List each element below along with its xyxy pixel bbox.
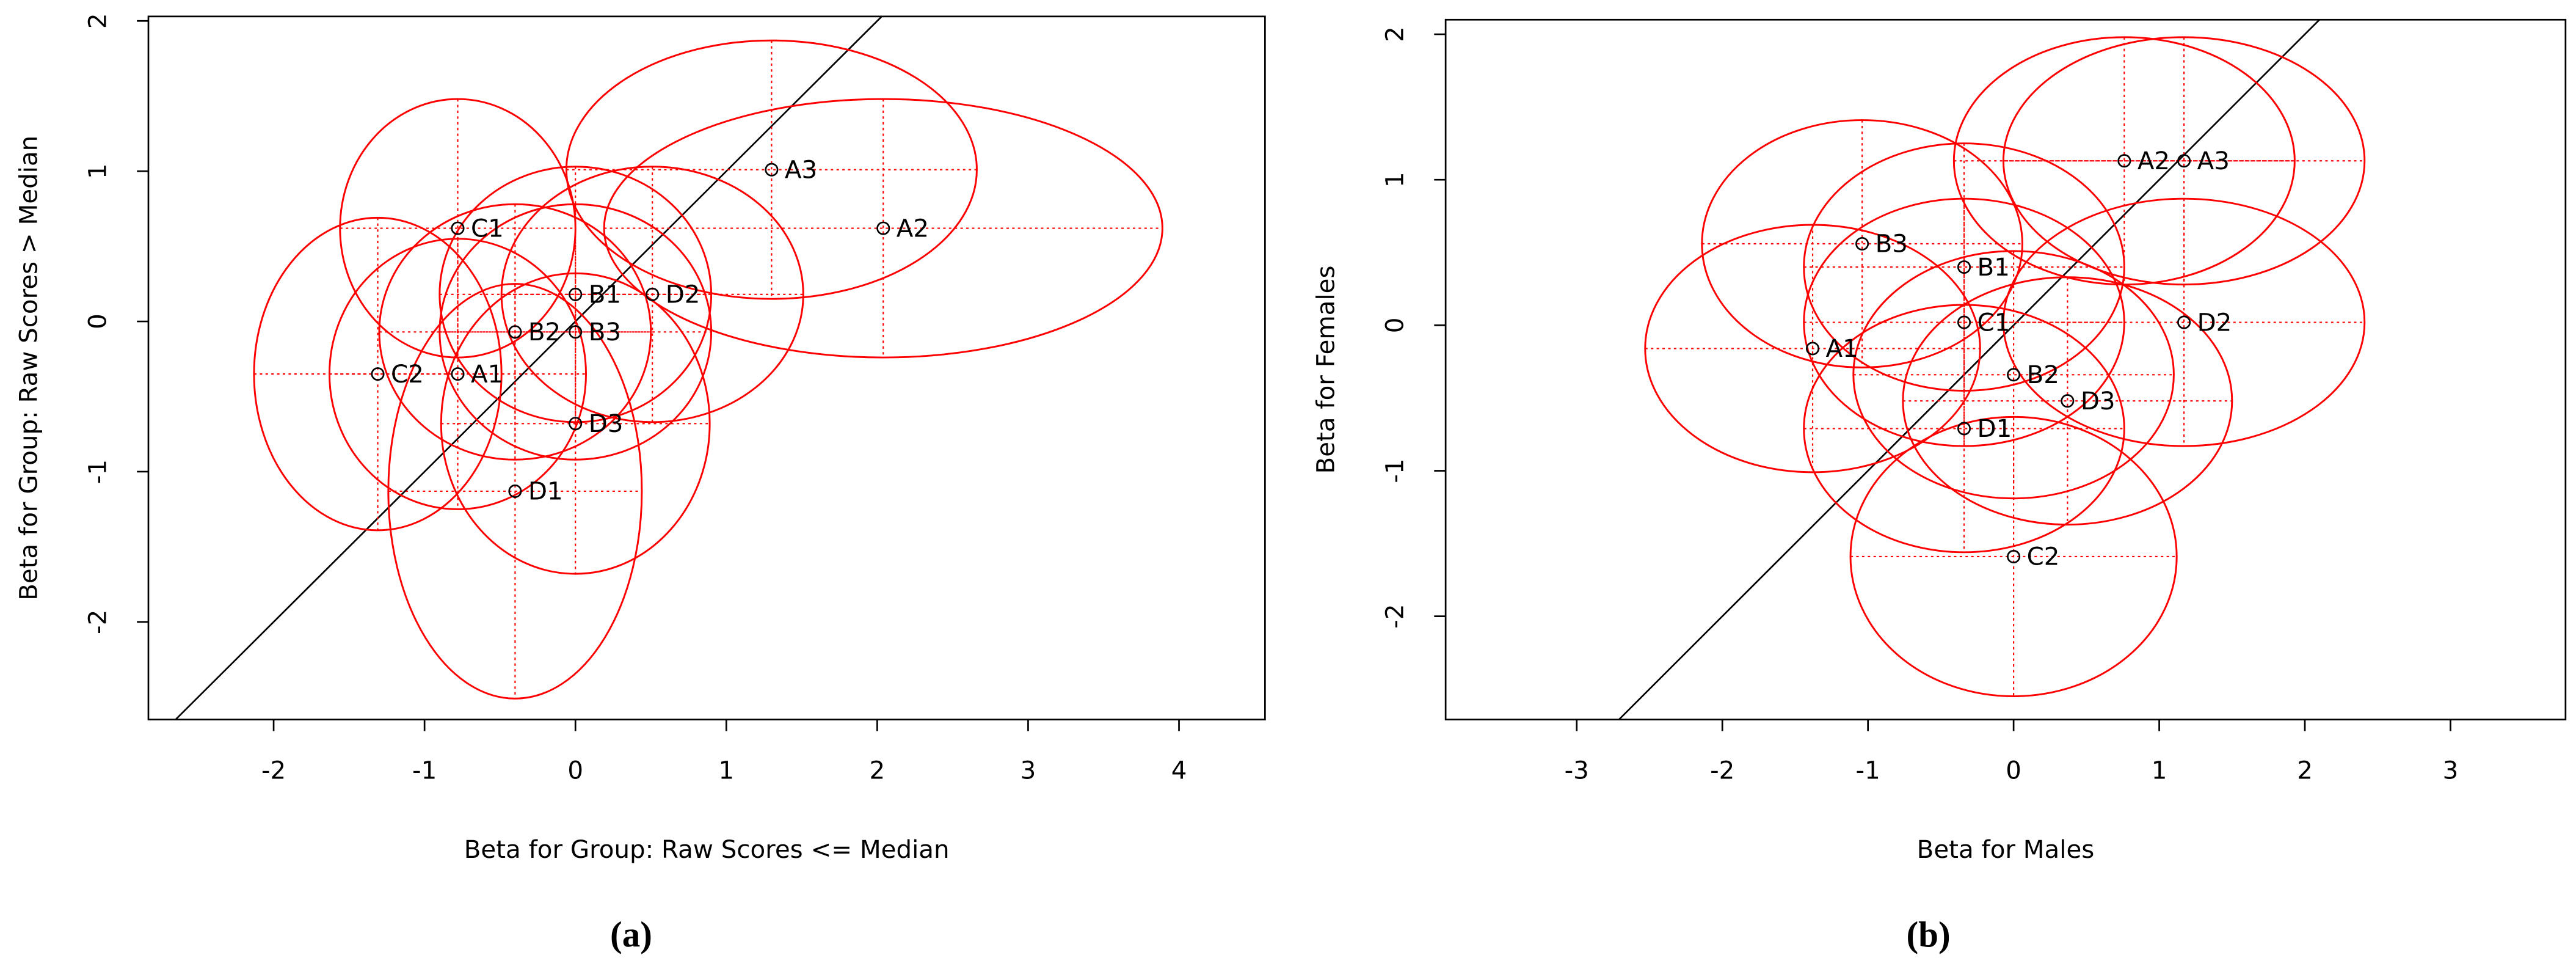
confidence-ellipse — [2002, 36, 2366, 286]
point — [1806, 342, 1820, 356]
point — [765, 163, 779, 177]
y-tick-label: -1 — [83, 459, 112, 484]
y-tick-label: -2 — [83, 610, 112, 634]
x-tick-label: 1 — [2152, 756, 2167, 785]
point-label: B1 — [1977, 253, 2010, 282]
point-label: B1 — [589, 280, 621, 309]
point-label: A1 — [471, 360, 503, 389]
point-label: C2 — [391, 360, 424, 389]
point — [1957, 315, 1971, 329]
x-tick-label: 2 — [2297, 756, 2313, 785]
y-tick-label: -2 — [1380, 604, 1409, 629]
point — [2177, 315, 2191, 329]
point-label: B3 — [1876, 230, 1908, 258]
point — [876, 221, 890, 235]
y-axis-label: Beta for Group: Raw Scores > Median — [14, 136, 43, 601]
point — [2061, 394, 2075, 408]
y-tick-label: 2 — [1380, 26, 1409, 42]
x-axis-label: Beta for Group: Raw Scores <= Median — [464, 835, 950, 864]
caption: (a) — [610, 914, 652, 954]
caption: (b) — [1906, 914, 1950, 954]
point — [451, 221, 465, 235]
x-tick-label: 0 — [567, 756, 583, 785]
y-tick-label: 2 — [83, 13, 112, 29]
point — [1957, 260, 1971, 274]
confidence-ellipse — [1803, 304, 2125, 554]
x-tick-label: 3 — [2443, 756, 2459, 785]
confidence-ellipse — [440, 272, 711, 575]
y-tick-label: -1 — [1380, 458, 1409, 483]
point-label: D2 — [2197, 308, 2232, 337]
y-tick-label: 1 — [1380, 172, 1409, 188]
point — [2007, 549, 2021, 563]
point — [569, 417, 583, 431]
point-label: C2 — [2027, 543, 2060, 571]
x-tick-label: 2 — [870, 756, 886, 785]
plot-frame — [1444, 18, 2567, 721]
x-tick-label: -2 — [1710, 756, 1734, 785]
point — [569, 287, 583, 301]
x-tick-label: -3 — [1565, 756, 1589, 785]
point-label: D1 — [528, 477, 563, 506]
point — [1957, 422, 1971, 436]
confidence-ellipse — [329, 238, 587, 510]
point — [451, 367, 465, 381]
confidence-ellipse — [387, 283, 643, 700]
x-tick-label: -1 — [412, 756, 437, 785]
point — [569, 325, 583, 339]
x-tick-label: -1 — [1856, 756, 1880, 785]
point — [508, 325, 522, 339]
point-label: C1 — [1977, 308, 2010, 337]
confidence-ellipse — [500, 166, 804, 423]
point-label: A3 — [2197, 147, 2230, 175]
point — [508, 484, 522, 498]
confidence-ellipse — [2002, 197, 2366, 447]
point-label: D3 — [589, 409, 624, 438]
confidence-ellipse — [1849, 415, 2178, 698]
y-tick-label: 0 — [83, 313, 112, 329]
point — [2177, 154, 2191, 168]
point-label: D1 — [1977, 414, 2012, 443]
y-tick-label: 1 — [83, 163, 112, 179]
confidence-ellipse — [438, 166, 713, 423]
x-tick-label: -2 — [261, 756, 286, 785]
point-label: C1 — [471, 214, 504, 243]
point — [1855, 236, 1869, 251]
point-label: B3 — [589, 318, 621, 346]
point — [371, 367, 385, 381]
point-label: A1 — [1826, 334, 1858, 363]
point-label: A3 — [785, 155, 817, 184]
point-label: A2 — [897, 214, 929, 243]
point-label: B2 — [2027, 360, 2059, 389]
x-tick-label: 0 — [2006, 756, 2021, 785]
plot-area — [175, 16, 1163, 720]
point-label: A2 — [2138, 147, 2170, 175]
x-tick-label: 1 — [718, 756, 734, 785]
confidence-ellipse — [603, 98, 1163, 359]
y-axis-label: Beta for Females — [1312, 266, 1341, 474]
point-label: B2 — [528, 318, 561, 346]
plot-area — [1618, 20, 2366, 720]
confidence-ellipse — [253, 216, 503, 532]
y-tick-label: 0 — [1380, 318, 1409, 334]
point-label: D2 — [666, 280, 700, 309]
point — [2007, 368, 2021, 382]
x-axis-label: Beta for Males — [1917, 835, 2095, 864]
confidence-ellipse — [565, 39, 978, 300]
confidence-ellipse — [378, 203, 652, 461]
point-label: D3 — [2081, 387, 2116, 415]
point — [646, 287, 660, 301]
confidence-ellipse — [1644, 224, 1981, 474]
point — [2117, 154, 2131, 168]
confidence-ellipse — [1902, 276, 2233, 526]
reference-line — [1618, 20, 2320, 720]
x-tick-label: 4 — [1171, 756, 1187, 785]
plot-frame — [147, 15, 1266, 721]
x-tick-label: 3 — [1021, 756, 1036, 785]
confidence-ellipse — [1701, 119, 2023, 368]
